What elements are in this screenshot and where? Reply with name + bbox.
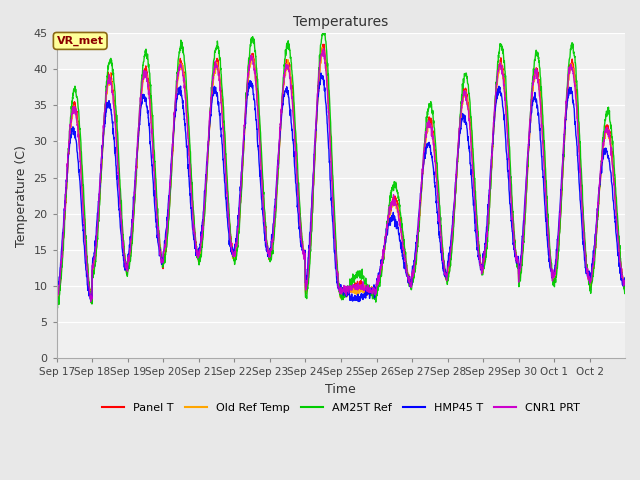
Title: Temperatures: Temperatures	[293, 15, 388, 29]
Text: VR_met: VR_met	[57, 36, 104, 46]
Legend: Panel T, Old Ref Temp, AM25T Ref, HMP45 T, CNR1 PRT: Panel T, Old Ref Temp, AM25T Ref, HMP45 …	[97, 399, 584, 418]
X-axis label: Time: Time	[326, 383, 356, 396]
Y-axis label: Temperature (C): Temperature (C)	[15, 144, 28, 247]
